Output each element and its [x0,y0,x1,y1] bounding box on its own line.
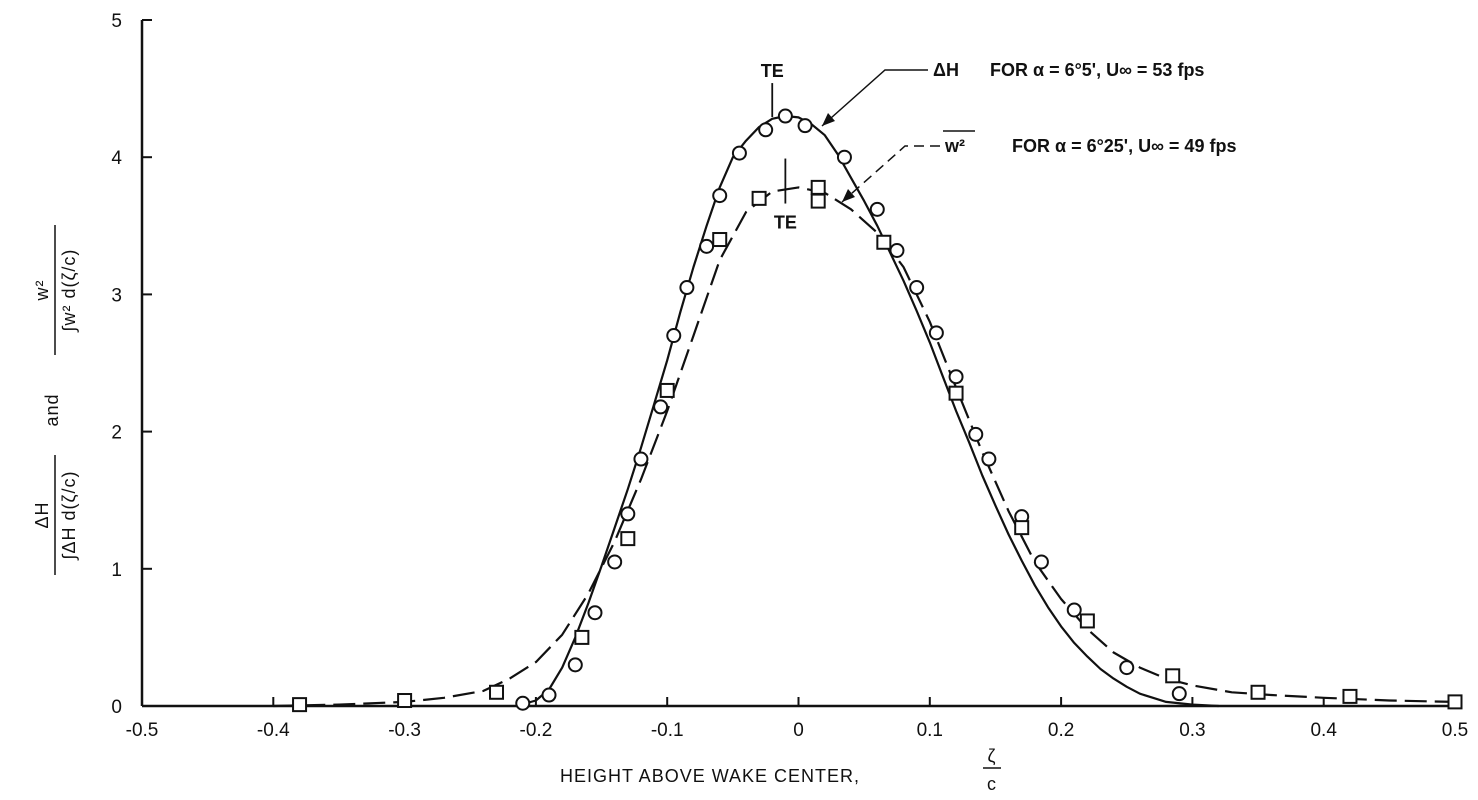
data-point-circle [567,657,583,673]
y-tick-label: 3 [111,285,122,306]
x-axis-title-numerator: ζ [988,746,997,766]
y-axis-ticks: 0 1 2 3 4 5 [111,11,152,718]
data-point-square [810,193,826,209]
y-axis-title-term1-num: ΔH [32,501,52,528]
data-point-circle [587,605,603,621]
y-axis-title-term1-den: ∫ΔH d(ζ/c) [59,471,79,562]
x-tick-label: -0.2 [520,720,553,741]
data-point-circle [607,554,623,570]
legend-label-w2-prefix: w² [944,136,965,156]
data-point-circle [909,280,925,296]
x-axis-title: HEIGHT ABOVE WAKE CENTER, [560,766,860,786]
data-point-square [1079,613,1095,629]
legend-label-w2-text: FOR α = 6°25', U∞ = 49 fps [1012,136,1236,156]
annotation-te-upper: TE [761,61,784,81]
data-point-square [1447,694,1463,710]
annotation-te-lower: TE [774,213,797,233]
data-point-circle [889,242,905,258]
x-axis-title-denominator: c [987,774,997,794]
data-point-square [1165,668,1181,684]
data-point-circle [1033,554,1049,570]
data-point-circle [836,149,852,165]
x-tick-label: -0.4 [257,720,290,741]
axes [140,20,1461,708]
data-point-circle [712,188,728,204]
data-point-square [876,234,892,250]
data-point-square [1342,688,1358,704]
data-point-circle [1171,686,1187,702]
data-point-circle [869,201,885,217]
data-point-circle [948,369,964,385]
y-tick-label: 4 [111,148,122,169]
x-tick-label: 0.5 [1442,720,1468,741]
data-point-circle [679,280,695,296]
y-tick-label: 2 [111,423,122,444]
x-axis-title-fraction: ζ c [983,746,1001,794]
series-w2-line [273,186,1456,708]
data-point-circle [968,426,984,442]
data-point-circle [731,145,747,161]
x-tick-label: 0.4 [1310,720,1337,741]
data-point-circle [699,238,715,254]
x-tick-label: -0.1 [651,720,684,741]
x-tick-label: 0.1 [917,720,943,741]
y-tick-label: 5 [111,11,122,32]
annotations: TE TE [761,61,797,232]
series-markers [292,108,1463,713]
x-tick-label: 0.2 [1048,720,1074,741]
y-axis-title-term2-den: ∫w² d(ζ/c) [59,249,79,334]
data-point-square [489,684,505,700]
y-axis-title: ΔH ∫ΔH d(ζ/c) and w² ∫w² d(ζ/c) [32,225,79,575]
data-point-circle [653,399,669,415]
y-axis-title-joiner: and [42,393,62,426]
x-tick-label: -0.3 [388,720,421,741]
data-point-circle [758,122,774,138]
y-tick-label: 1 [111,560,122,581]
legend-label-delta-h-text: FOR α = 6°5', U∞ = 53 fps [990,60,1204,80]
legend-label-delta-h-prefix: ΔH [933,60,959,80]
x-tick-label: 0.3 [1179,720,1205,741]
data-point-circle [620,506,636,522]
data-point-square [712,232,728,248]
series-delta-h-line [515,114,1219,708]
data-point-circle [515,695,531,711]
data-point-circle [541,687,557,703]
data-point-square [620,531,636,547]
data-point-square [751,190,767,206]
data-point-circle [666,328,682,344]
data-point-square [810,179,826,195]
x-tick-label: -0.5 [126,720,159,741]
legend-label-delta-h: ΔH FOR α = 6°5', U∞ = 53 fps [821,60,1204,127]
x-axis-ticks: -0.5 -0.4 -0.3 -0.2 -0.1 0 0.1 0.2 0.3 0.4 0.5 [126,697,1468,741]
x-tick-label: 0 [793,720,804,741]
data-point-circle [1066,602,1082,618]
y-tick-label: 0 [111,697,122,718]
legend-label-w2: w² FOR α = 6°25', U∞ = 49 fps [841,130,1236,203]
data-point-circle [797,118,813,134]
y-axis-title-term2-num: w² [32,280,52,302]
data-point-square [1250,684,1266,700]
data-point-circle [777,108,793,124]
data-point-circle [633,451,649,467]
data-point-square [292,697,308,713]
data-point-square [397,693,413,709]
data-point-square [1014,520,1030,536]
data-point-circle [928,325,944,341]
series-curves [273,114,1456,708]
data-point-square [948,385,964,401]
data-point-square [574,629,590,645]
data-point-circle [1119,660,1135,676]
data-point-square [659,382,675,398]
data-point-circle [981,451,997,467]
